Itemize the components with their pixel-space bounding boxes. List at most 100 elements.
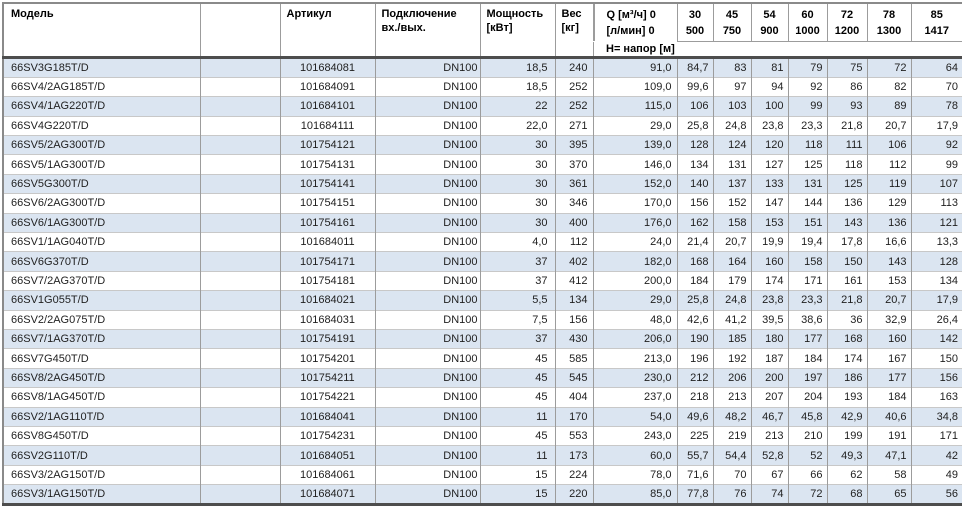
cell-model: 66SV4G220T/D (3, 115, 200, 136)
cell-head-q0: 152,0 (592, 173, 677, 194)
flow-m3h-label: 72 (840, 9, 854, 21)
flow-m3h-label: 78 (882, 9, 896, 21)
cell-head-q0: 60,0 (592, 445, 677, 466)
cell-head-value: 103 (712, 96, 751, 117)
cell-connection: DN100 (374, 57, 480, 78)
cell-empty (199, 57, 280, 78)
flow-lmin-label: 1000 (795, 25, 820, 37)
cell-head-q0: 243,0 (592, 425, 677, 446)
col-header-weight-line2: [кг] (561, 22, 579, 34)
table-row: 66SV3G185T/D 101684081 DN100 18,5 240 91,0 84,… (3, 57, 962, 78)
cell-empty (199, 348, 280, 369)
cell-article: 101684041 (279, 406, 375, 427)
cell-connection: DN100 (374, 154, 480, 175)
col-header-weight: Вес [кг] (554, 3, 593, 59)
cell-weight: 170 (554, 406, 593, 427)
cell-power: 18,5 (479, 76, 555, 97)
cell-head-value: 158 (712, 212, 751, 233)
cell-head-value: 13,3 (910, 232, 962, 252)
cell-head-value: 81 (750, 57, 788, 78)
cell-weight: 346 (554, 193, 593, 214)
flow-lmin-label: 1417 (924, 25, 949, 37)
cell-connection: DN100 (374, 387, 480, 408)
cell-head-value: 156 (676, 193, 713, 214)
cell-weight: 252 (554, 96, 593, 117)
cell-head-value: 54,4 (712, 445, 751, 466)
cell-head-value: 70 (712, 464, 751, 485)
cell-head-q0: 24,0 (592, 232, 677, 252)
cell-head-value: 19,4 (787, 232, 827, 252)
col-header-connection-line1: Подключение (381, 8, 457, 20)
cell-connection: DN100 (374, 270, 480, 291)
cell-head-value: 200 (750, 367, 788, 388)
cell-head-value: 204 (787, 387, 827, 408)
cell-head-value: 206 (712, 367, 751, 388)
col-header-power-line1: Мощность (486, 8, 544, 20)
cell-weight: 404 (554, 387, 593, 408)
cell-empty (199, 212, 280, 233)
cell-head-q0: 54,0 (592, 406, 677, 427)
cell-power: 18,5 (479, 57, 555, 78)
header-row-head-units: H= напор [м] (3, 41, 962, 59)
cell-head-value: 68 (826, 484, 867, 505)
cell-model: 66SV8G450T/D (3, 425, 200, 446)
flow-lmin-label: 900 (760, 25, 779, 37)
cell-head-value: 19,9 (750, 232, 788, 252)
table-row: 66SV6G370T/D 101754171 DN100 37 402 182,0 168 1… (3, 251, 962, 272)
cell-head-value: 124 (712, 135, 751, 155)
cell-head-value: 20,7 (866, 290, 911, 311)
cell-head-value: 99 (910, 154, 962, 175)
cell-model: 66SV5/1AG300T/D (3, 154, 200, 175)
cell-head-value: 55,7 (676, 445, 713, 466)
cell-head-value: 190 (676, 328, 713, 349)
cell-head-value: 106 (676, 96, 713, 117)
cell-article: 101754191 (279, 328, 375, 349)
cell-article: 101684051 (279, 445, 375, 466)
table-row: 66SV1G055T/D 101684021 DN100 5,5 134 29,0 25,8… (3, 290, 962, 311)
cell-head-value: 131 (787, 173, 827, 194)
cell-head-value: 75 (826, 57, 867, 78)
cell-head-value: 112 (866, 154, 911, 175)
cell-connection: DN100 (374, 348, 480, 369)
col-header-flow-45: 45 750 (712, 3, 751, 42)
cell-power: 5,5 (479, 290, 555, 311)
cell-connection: DN100 (374, 328, 480, 349)
cell-empty (199, 173, 280, 194)
col-header-flow-30: 30 500 (676, 3, 713, 42)
cell-head-value: 111 (826, 135, 867, 155)
cell-model: 66SV1/1AG040T/D (3, 232, 200, 252)
cell-power: 11 (479, 445, 555, 466)
cell-head-q0: 29,0 (592, 115, 677, 136)
cell-head-value: 184 (787, 348, 827, 369)
cell-head-value: 184 (866, 387, 911, 408)
cell-head-value: 150 (910, 348, 962, 369)
col-header-flow-72: 72 1200 (826, 3, 867, 42)
table-row: 66SV6/2AG300T/D 101754151 DN100 30 346 170,0 1… (3, 193, 962, 214)
cell-head-value: 72 (866, 57, 911, 78)
cell-head-value: 21,8 (826, 290, 867, 311)
cell-model: 66SV7G450T/D (3, 348, 200, 369)
cell-head-value: 191 (866, 425, 911, 446)
cell-empty (199, 251, 280, 272)
cell-head-value: 23,8 (750, 290, 788, 311)
cell-power: 37 (479, 270, 555, 291)
cell-head-value: 42,6 (676, 309, 713, 330)
cell-connection: DN100 (374, 173, 480, 194)
cell-head-value: 150 (826, 251, 867, 272)
cell-head-value: 20,7 (866, 115, 911, 136)
cell-head-value: 127 (750, 154, 788, 175)
col-header-weight-line1: Вес (561, 8, 582, 20)
table-row: 66SV8/1AG450T/D 101754221 DN100 45 404 237,0 2… (3, 387, 962, 408)
cell-model: 66SV5G300T/D (3, 173, 200, 194)
flow-lmin-label: 1200 (834, 25, 860, 37)
cell-head-value: 162 (676, 212, 713, 233)
cell-head-value: 24,8 (712, 115, 751, 136)
col-header-connection-line2: вх./вых. (381, 22, 426, 34)
cell-head-q0: 206,0 (592, 328, 677, 349)
cell-article: 101754121 (279, 135, 375, 155)
cell-head-value: 163 (910, 387, 962, 408)
cell-head-value: 42 (910, 445, 962, 466)
cell-power: 11 (479, 406, 555, 427)
cell-head-value: 177 (787, 328, 827, 349)
table-body: 66SV3G185T/D 101684081 DN100 18,5 240 91,0 84,… (3, 57, 962, 505)
